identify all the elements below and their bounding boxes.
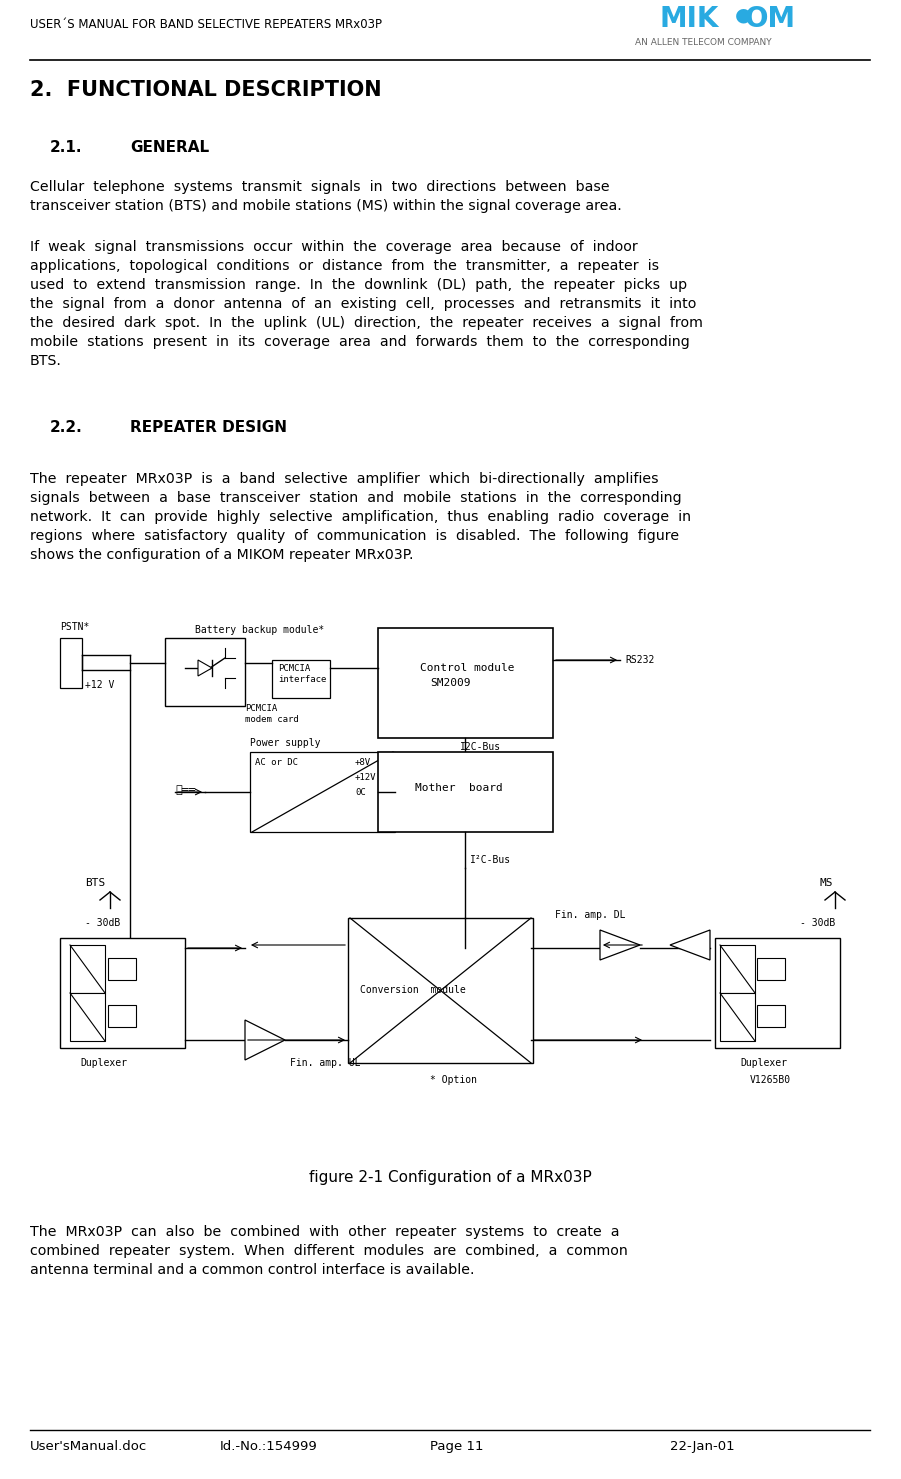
Text: Duplexer: Duplexer	[80, 1057, 127, 1068]
Text: +12 V: +12 V	[85, 680, 114, 691]
Bar	[70, 945, 105, 992]
Polygon shape	[670, 930, 710, 960]
Text: - 30dB: - 30dB	[800, 918, 835, 927]
Polygon shape	[245, 1021, 285, 1060]
Text: 2.2.: 2.2.	[50, 420, 83, 435]
Text: If  weak  signal  transmissions  occur  within  the  coverage  area  because  of: If weak signal transmissions occur withi…	[30, 240, 638, 254]
Bar	[757, 1006, 785, 1026]
Bar	[108, 958, 136, 981]
Text: combined  repeater  system.  When  different  modules  are  combined,  a  common: combined repeater system. When different…	[30, 1244, 628, 1259]
Text: modem card: modem card	[245, 714, 299, 725]
Bar	[60, 938, 185, 1049]
Text: Page 11: Page 11	[430, 1441, 484, 1452]
Text: AN ALLEN TELECOM COMPANY: AN ALLEN TELECOM COMPANY	[635, 38, 771, 47]
Text: Fin. amp. DL: Fin. amp. DL	[555, 910, 625, 920]
Text: Fin. amp. UL: Fin. amp. UL	[290, 1057, 360, 1068]
Text: BTS: BTS	[85, 879, 105, 887]
Text: transceiver station (BTS) and mobile stations (MS) within the signal coverage ar: transceiver station (BTS) and mobile sta…	[30, 200, 622, 213]
Text: * Option: * Option	[430, 1075, 477, 1086]
Text: shows the configuration of a MIKOM repeater MRx03P.: shows the configuration of a MIKOM repea…	[30, 549, 414, 562]
Text: Conversion  module: Conversion module	[360, 985, 466, 995]
Text: RS232: RS232	[625, 655, 654, 666]
Text: Control module: Control module	[420, 663, 514, 673]
Text: mobile  stations  present  in  its  coverage  area  and  forwards  them  to  the: mobile stations present in its coverage …	[30, 336, 690, 349]
Text: 0C: 0C	[355, 788, 366, 797]
Text: applications,  topological  conditions  or  distance  from  the  transmitter,  a: applications, topological conditions or …	[30, 259, 660, 274]
Text: - 30dB: - 30dB	[85, 918, 120, 927]
Text: network.  It  can  provide  highly  selective  amplification,  thus  enabling  r: network. It can provide highly selective…	[30, 510, 691, 524]
Text: PSTN*: PSTN*	[60, 623, 89, 632]
Text: Duplexer: Duplexer	[740, 1057, 787, 1068]
Text: PCMCIA: PCMCIA	[245, 704, 278, 713]
Bar	[60, 637, 82, 688]
Text: User'sManual.doc: User'sManual.doc	[30, 1441, 147, 1452]
Text: GENERAL: GENERAL	[130, 141, 209, 155]
Text: signals  between  a  base  transceiver  station  and  mobile  stations  in  the : signals between a base transceiver stati…	[30, 491, 682, 504]
Text: the  signal  from  a  donor  antenna  of  an  existing  cell,  processes  and  r: the signal from a donor antenna of an ex…	[30, 297, 696, 311]
Bar	[250, 751, 395, 833]
Bar	[757, 958, 785, 981]
Bar	[378, 629, 553, 738]
Text: 2.1.: 2.1.	[50, 141, 83, 155]
Bar	[348, 918, 533, 1063]
Bar	[272, 660, 330, 698]
Text: SM2009: SM2009	[430, 677, 470, 688]
Text: Battery backup module*: Battery backup module*	[195, 626, 324, 634]
Text: MS: MS	[820, 879, 833, 887]
Text: Mother  board: Mother board	[415, 782, 503, 793]
Text: Cellular  telephone  systems  transmit  signals  in  two  directions  between  b: Cellular telephone systems transmit sign…	[30, 180, 610, 194]
Text: regions  where  satisfactory  quality  of  communication  is  disabled.  The  fo: regions where satisfactory quality of co…	[30, 529, 679, 543]
Bar	[165, 637, 245, 705]
Text: 22-Jan-01: 22-Jan-01	[670, 1441, 734, 1452]
Text: antenna terminal and a common control interface is available.: antenna terminal and a common control in…	[30, 1263, 475, 1276]
Text: figure 2-1 Configuration of a MRx03P: figure 2-1 Configuration of a MRx03P	[309, 1170, 591, 1185]
Text: used  to  extend  transmission  range.  In  the  downlink  (DL)  path,  the  rep: used to extend transmission range. In th…	[30, 278, 687, 291]
Text: USER´S MANUAL FOR BAND SELECTIVE REPEATERS MRx03P: USER´S MANUAL FOR BAND SELECTIVE REPEATE…	[30, 18, 382, 31]
Polygon shape	[600, 930, 640, 960]
Text: V1265B0: V1265B0	[750, 1075, 791, 1086]
Text: interface: interface	[278, 674, 326, 683]
Bar	[108, 1006, 136, 1026]
Bar	[378, 751, 553, 833]
Text: 2.  FUNCTIONAL DESCRIPTION: 2. FUNCTIONAL DESCRIPTION	[30, 80, 382, 101]
Text: I²C-Bus: I²C-Bus	[470, 855, 511, 865]
Text: +8V: +8V	[355, 759, 371, 768]
Text: PCMCIA: PCMCIA	[278, 664, 310, 673]
Text: The  repeater  MRx03P  is  a  band  selective  amplifier  which  bi-directionall: The repeater MRx03P is a band selective …	[30, 472, 659, 487]
Text: +12V: +12V	[355, 774, 377, 782]
Text: OM: OM	[745, 4, 796, 33]
Text: ⨉══: ⨉══	[175, 785, 196, 796]
Text: MIK: MIK	[660, 4, 719, 33]
Bar	[720, 945, 755, 992]
Bar	[70, 992, 105, 1041]
Text: the  desired  dark  spot.  In  the  uplink  (UL)  direction,  the  repeater  rec: the desired dark spot. In the uplink (UL…	[30, 317, 703, 330]
Text: The  MRx03P  can  also  be  combined  with  other  repeater  systems  to  create: The MRx03P can also be combined with oth…	[30, 1225, 620, 1239]
Text: REPEATER DESIGN: REPEATER DESIGN	[130, 420, 287, 435]
Bar	[715, 938, 840, 1049]
Text: I2C-Bus: I2C-Bus	[460, 742, 501, 751]
Text: BTS.: BTS.	[30, 353, 62, 368]
Text: Id.-No.:154999: Id.-No.:154999	[220, 1441, 318, 1452]
Bar	[720, 992, 755, 1041]
Polygon shape	[198, 660, 212, 676]
Text: ●: ●	[735, 4, 752, 24]
Text: AC or DC: AC or DC	[255, 759, 298, 768]
Text: Power supply: Power supply	[250, 738, 321, 748]
